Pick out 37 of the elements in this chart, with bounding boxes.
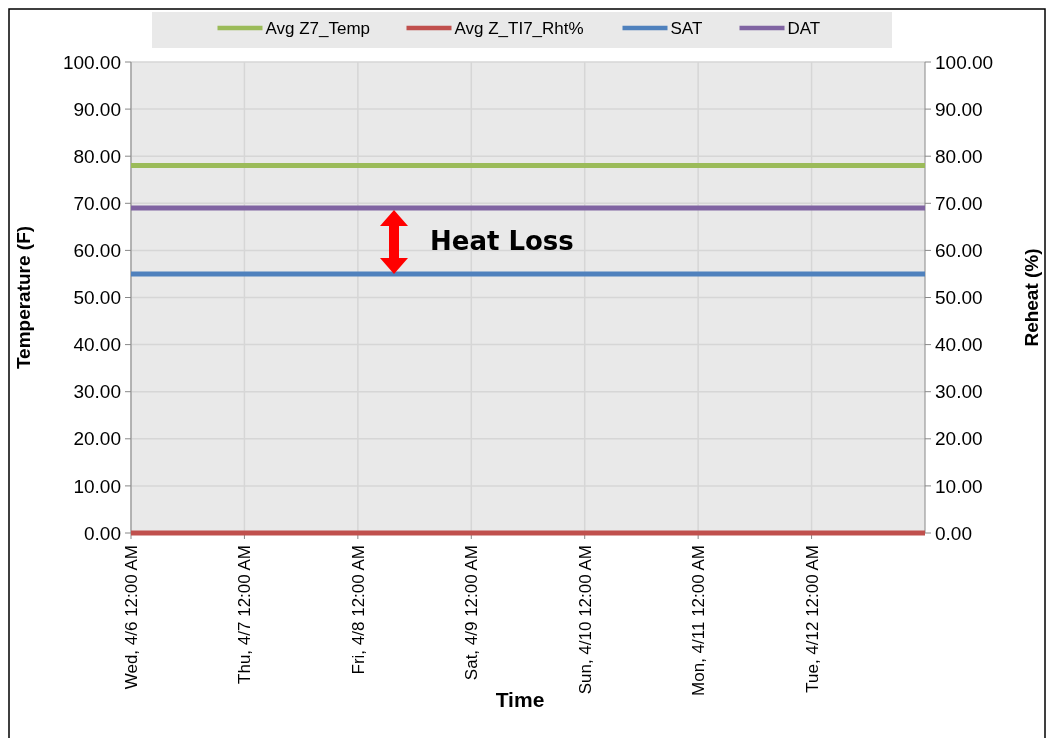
y2-tick-label: 80.00 bbox=[935, 145, 983, 167]
y-tick-label: 90.00 bbox=[73, 98, 121, 120]
y2-tick-label: 70.00 bbox=[935, 192, 983, 214]
y-tick-label: 40.00 bbox=[73, 334, 121, 356]
y2-tick-label: 20.00 bbox=[935, 428, 983, 450]
y2-tick-label: 90.00 bbox=[935, 98, 983, 120]
x-tick-label: Sun, 4/10 12:00 AM bbox=[575, 545, 595, 695]
y2-tick-label: 30.00 bbox=[935, 381, 983, 403]
legend-label: Avg Z_TI7_Rht% bbox=[454, 18, 584, 38]
y2-tick-label: 10.00 bbox=[935, 475, 983, 497]
y-tick-label: 100.00 bbox=[62, 51, 121, 73]
x-tick-label: Fri, 4/8 12:00 AM bbox=[348, 545, 368, 675]
y-tick-label: 30.00 bbox=[73, 381, 121, 403]
y-tick-label: 80.00 bbox=[73, 145, 121, 167]
x-tick-label: Wed, 4/6 12:00 AM bbox=[121, 545, 141, 690]
y-tick-label: 50.00 bbox=[73, 287, 121, 309]
y2-tick-label: 60.00 bbox=[935, 240, 983, 262]
y2-tick-label: 50.00 bbox=[935, 287, 983, 309]
legend-label: DAT bbox=[787, 18, 821, 38]
y-tick-label: 0.00 bbox=[84, 522, 121, 544]
x-tick-label: Sat, 4/9 12:00 AM bbox=[462, 545, 482, 681]
y-tick-label: 70.00 bbox=[73, 192, 121, 214]
x-axis-title: Time bbox=[495, 688, 545, 711]
y2-tick-label: 40.00 bbox=[935, 334, 983, 356]
y-tick-label: 10.00 bbox=[73, 475, 121, 497]
y2-axis-title: Reheat (%) bbox=[1021, 248, 1042, 347]
y-tick-label: 60.00 bbox=[73, 240, 121, 262]
x-tick-label: Mon, 4/11 12:00 AM bbox=[689, 545, 709, 696]
x-tick-label: Thu, 4/7 12:00 AM bbox=[235, 545, 255, 684]
y-tick-label: 20.00 bbox=[73, 428, 121, 450]
legend-label: Avg Z7_Temp bbox=[265, 18, 371, 38]
y2-tick-label: 100.00 bbox=[935, 51, 994, 73]
legend-label: SAT bbox=[670, 18, 703, 38]
y-axis-title: Temperature (F) bbox=[13, 225, 34, 370]
x-tick-label: Tue, 4/12 12:00 AM bbox=[802, 545, 822, 693]
annotation: Heat Loss bbox=[430, 226, 574, 256]
y2-tick-label: 0.00 bbox=[935, 522, 972, 544]
